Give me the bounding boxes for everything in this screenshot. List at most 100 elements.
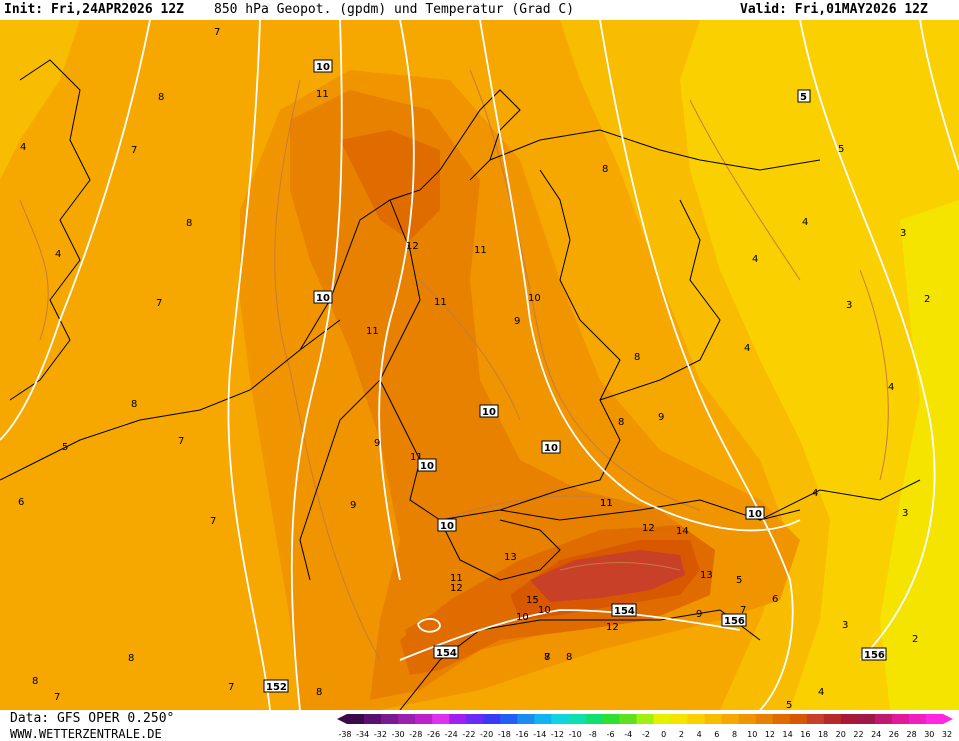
geopotential-lines <box>0 20 959 710</box>
legend-tick-label: -4 <box>624 730 632 739</box>
legend-tick-label: -26 <box>427 730 440 739</box>
temperature-label: 7 <box>131 145 137 156</box>
legend-tick-label: -6 <box>607 730 615 739</box>
data-source-label: Data: GFS OPER 0.250° <box>10 711 175 726</box>
temperature-label: 11 <box>600 498 613 509</box>
legend-tick-label: -30 <box>392 730 405 739</box>
geopotential-line <box>919 20 959 171</box>
temperature-label: 8 <box>128 653 134 664</box>
legend-swatch <box>908 714 927 724</box>
legend-arrow-left <box>337 714 347 724</box>
temperature-label: 3 <box>900 228 906 239</box>
weather-map: 7 8 4 7 8 4 7 8 7 5 6 7 8 7 8 9 9 11 12 … <box>0 20 959 710</box>
legend-swatch <box>891 714 910 724</box>
legend-swatch <box>449 714 467 724</box>
fill-t14-north <box>340 130 440 240</box>
temperature-label: 7 <box>740 605 746 616</box>
geopotential-line <box>399 609 741 661</box>
temperature-label: 8 <box>316 687 322 698</box>
svg-text:10: 10 <box>748 509 762 520</box>
svg-text:10: 10 <box>544 443 558 454</box>
temperature-label: 9 <box>514 316 520 327</box>
geopotential-label: 10 <box>313 290 333 304</box>
temperature-label: 10 <box>516 612 529 623</box>
legend-tick-label: -12 <box>551 730 564 739</box>
isotherm-line <box>274 79 381 661</box>
legend-swatch <box>704 714 723 724</box>
legend-swatch <box>806 714 825 724</box>
temperature-label: 8 <box>32 676 38 687</box>
svg-text:5: 5 <box>800 92 807 103</box>
legend-swatch <box>738 714 757 724</box>
temperature-label: 4 <box>744 343 750 354</box>
legend-swatch <box>789 714 808 724</box>
legend-tick-label: 2 <box>679 730 684 739</box>
fill-t2-east <box>880 200 959 710</box>
legend-tick-label: 8 <box>732 730 737 739</box>
geopotential-label: 154 <box>433 645 459 659</box>
border-czech-poland <box>599 199 721 401</box>
coastline-baltic <box>489 129 821 171</box>
legend-tick-label: -2 <box>642 730 650 739</box>
temperature-label: 11 <box>450 573 463 584</box>
chart-title: 850 hPa Geopot. (gpdm) und Temperatur (G… <box>214 2 575 17</box>
svg-text:154: 154 <box>436 648 457 659</box>
temperature-label: 7 <box>544 652 550 663</box>
legend-swatch <box>602 714 620 724</box>
temperature-label: 10 <box>538 605 551 616</box>
legend-swatch <box>687 714 706 724</box>
temperature-label: 7 <box>156 298 162 309</box>
temperature-label: 8 <box>158 92 164 103</box>
temperature-label: 9 <box>658 412 664 423</box>
legend-tick-label: -22 <box>462 730 475 739</box>
legend-tick-label: 10 <box>747 730 757 739</box>
legend-tick-label: -16 <box>516 730 529 739</box>
legend-swatch <box>721 714 740 724</box>
legend-swatch <box>857 714 876 724</box>
fill-t6-west <box>0 20 80 180</box>
temperature-label: 8 <box>566 652 572 663</box>
geopotential-line <box>227 20 271 710</box>
legend-tick-label: 26 <box>889 730 899 739</box>
legend-swatch <box>415 714 433 724</box>
svg-text:152: 152 <box>266 682 287 693</box>
legend-swatch <box>483 714 501 724</box>
legend-swatch <box>636 714 655 724</box>
temperature-label: 5 <box>62 442 68 453</box>
coastline-denmark <box>439 89 521 181</box>
legend-tick-label: 30 <box>924 730 934 739</box>
legend-swatch <box>874 714 893 724</box>
temperature-label: 12 <box>606 622 619 633</box>
geopotential-line <box>0 20 151 441</box>
legend-swatch <box>585 714 603 724</box>
color-legend: -38 -34 -32 -30 -28 -26 -24 -22 -20 -18 -16 -14 -12-… <box>337 714 953 739</box>
geopotential-line <box>290 20 343 710</box>
temperature-label: 11 <box>316 89 329 100</box>
chart-header: Init: Fri,24APR2026 12Z 850 hPa Geopot. … <box>0 0 959 20</box>
legend-swatch <box>534 714 552 724</box>
temperature-label: 4 <box>20 142 26 153</box>
border-germany <box>379 169 621 521</box>
temperature-label: 11 <box>366 326 379 337</box>
legend-tick-label: 16 <box>800 730 810 739</box>
temperature-label: 7 <box>228 682 234 693</box>
legend-arrow-right <box>943 714 953 724</box>
legend-tick-label: 20 <box>836 730 846 739</box>
svg-text:10: 10 <box>440 521 454 532</box>
svg-text:10: 10 <box>482 407 496 418</box>
temperature-label: 7 <box>54 692 60 703</box>
temperature-label: 4 <box>812 488 818 499</box>
temperature-label: 7 <box>210 516 216 527</box>
temperature-label: 11 <box>474 245 487 256</box>
legend-tick-label: -24 <box>445 730 458 739</box>
temperature-label: 11 <box>600 498 613 509</box>
legend-swatch <box>670 714 689 724</box>
isotherm-line <box>689 99 801 281</box>
legend-swatch <box>925 714 944 724</box>
legend-swatch <box>432 714 450 724</box>
geopotential-line <box>378 20 415 581</box>
legend-swatch <box>466 714 484 724</box>
isotherm-line <box>19 199 49 341</box>
coastline-france-north <box>0 319 341 481</box>
temperature-label: 15 <box>526 595 539 606</box>
